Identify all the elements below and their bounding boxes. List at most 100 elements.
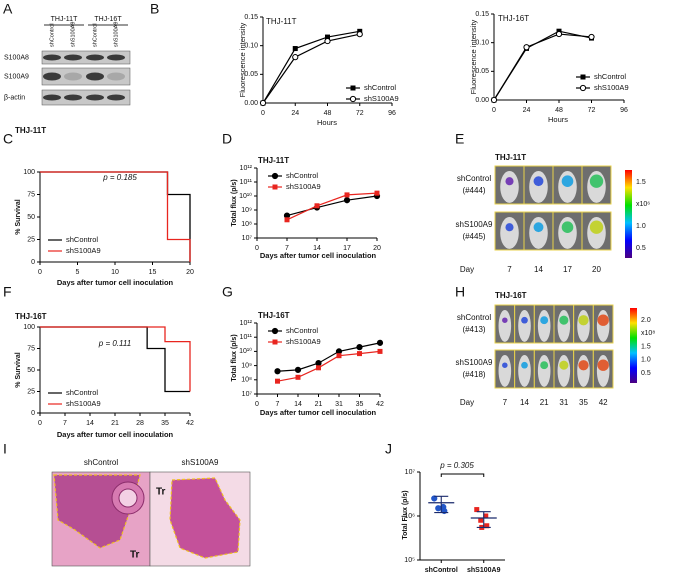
legend-marker bbox=[272, 339, 278, 345]
x-tick-label: 42 bbox=[376, 401, 384, 408]
y-axis-label: % Survival bbox=[15, 352, 22, 387]
y-tick-label: 0.15 bbox=[244, 14, 258, 21]
day: 20 bbox=[592, 265, 601, 274]
mouse bbox=[529, 216, 548, 249]
x-tick-label: 35 bbox=[356, 401, 364, 408]
mouse bbox=[557, 354, 571, 387]
x-tick-label: 96 bbox=[620, 107, 628, 114]
y-tick-label: 0.15 bbox=[475, 11, 489, 18]
y-tick-label: 10¹⁰ bbox=[239, 347, 252, 355]
sem-bar bbox=[476, 511, 491, 528]
signal bbox=[533, 222, 544, 233]
colorbar-label: x10⁸ bbox=[641, 330, 655, 337]
day: 21 bbox=[540, 398, 549, 407]
colorbar-label: 1.0 bbox=[641, 357, 651, 364]
y-tick-label: 0 bbox=[31, 259, 35, 266]
x-tick-label: 5 bbox=[76, 269, 80, 276]
marker bbox=[343, 197, 351, 204]
signal bbox=[559, 360, 569, 370]
signal bbox=[502, 317, 508, 323]
x-tick-label: 72 bbox=[588, 107, 596, 114]
legend-label: shControl bbox=[66, 388, 98, 397]
blot-band bbox=[43, 94, 61, 101]
series-line bbox=[286, 195, 378, 217]
x-tick-label: 48 bbox=[555, 107, 563, 114]
group-label: THJ-16T bbox=[94, 16, 122, 23]
colorbar-label: 1.5 bbox=[636, 179, 646, 186]
marker bbox=[555, 30, 563, 38]
y-axis-label: Total flux (p/s) bbox=[231, 179, 238, 226]
y-axis-label: Fluorescence intensity bbox=[238, 22, 247, 97]
signal bbox=[561, 221, 574, 233]
x-tick-label: shControl bbox=[425, 567, 458, 572]
row-label: β-actin bbox=[4, 94, 25, 101]
imaging-title: THJ-11T bbox=[495, 153, 526, 162]
blot-band bbox=[43, 54, 61, 61]
blot-band bbox=[43, 72, 61, 81]
blot-band bbox=[64, 94, 82, 101]
series-line bbox=[262, 30, 360, 104]
y-tick-label: 10⁸ bbox=[241, 377, 252, 384]
x-tick-label: 28 bbox=[136, 420, 144, 427]
x-tick-label: 0 bbox=[492, 107, 496, 114]
row-label: S100A8 bbox=[4, 54, 29, 61]
marker bbox=[284, 217, 290, 223]
x-tick-label: 0 bbox=[38, 420, 42, 427]
y-tick-label: 0.05 bbox=[475, 68, 489, 75]
x-tick-label: 14 bbox=[294, 401, 302, 408]
series-line bbox=[262, 33, 360, 104]
histology-images bbox=[51, 471, 251, 567]
colorbar-label: 2.0 bbox=[641, 317, 651, 324]
legend-marker bbox=[271, 327, 279, 335]
x-axis-label: Days after tumor cell inoculation bbox=[260, 251, 377, 260]
y-tick-label: 10⁸ bbox=[241, 221, 252, 228]
legend-label: shS100A9 bbox=[364, 94, 399, 103]
panel-letter: G bbox=[222, 284, 233, 300]
legend-label: shControl bbox=[66, 235, 98, 244]
blot-band bbox=[107, 72, 125, 81]
y-tick-label: 10⁹ bbox=[241, 362, 252, 369]
mouse bbox=[498, 354, 512, 387]
chart-title: THJ-16T bbox=[15, 312, 47, 321]
tissue-label: Tr bbox=[156, 487, 166, 498]
y-axis-label: Total Flux (p/s) bbox=[402, 490, 409, 539]
survival-curve bbox=[40, 171, 191, 262]
y-tick-label: 0.00 bbox=[244, 100, 258, 107]
panel-letter: F bbox=[3, 284, 12, 300]
blot-band bbox=[107, 54, 125, 61]
y-tick-label: 100 bbox=[23, 324, 35, 331]
x-axis-label: Days after tumor cell inoculation bbox=[57, 430, 174, 439]
y-tick-label: 0.05 bbox=[244, 71, 258, 78]
x-axis-label: Days after tumor cell inoculation bbox=[260, 408, 377, 417]
y-tick-label: 10⁵ bbox=[404, 557, 415, 564]
lane-label: shS100A9 bbox=[70, 22, 76, 47]
row-label: (#418) bbox=[462, 370, 485, 379]
signal bbox=[578, 315, 589, 326]
x-tick-label: 20 bbox=[373, 245, 381, 252]
x-tick-label: shS100A9 bbox=[467, 567, 501, 572]
tissue-label: Tr bbox=[130, 550, 140, 561]
mouse bbox=[529, 170, 548, 203]
signal bbox=[589, 174, 604, 188]
colorbar-label: x10⁶ bbox=[636, 201, 650, 208]
survival-curve bbox=[40, 326, 190, 393]
y-tick-label: 0.10 bbox=[244, 43, 258, 50]
colorbar-label: 0.5 bbox=[641, 370, 651, 377]
y-tick-label: 75 bbox=[27, 191, 35, 198]
chart-title: THJ-16T bbox=[258, 311, 290, 320]
day-label: Day bbox=[460, 398, 474, 407]
mouse bbox=[518, 354, 531, 387]
colorbar bbox=[625, 170, 632, 258]
legend-label: shS100A9 bbox=[66, 246, 101, 255]
x-tick-label: 21 bbox=[315, 401, 323, 408]
y-tick-label: 0.00 bbox=[475, 97, 489, 104]
y-tick-label: 10¹² bbox=[240, 165, 253, 172]
x-tick-label: 0 bbox=[255, 401, 259, 408]
group-label: THJ-11T bbox=[51, 16, 78, 23]
lane-label: shControl bbox=[49, 23, 55, 47]
signal bbox=[597, 359, 609, 371]
blot-band bbox=[86, 94, 104, 101]
series-line bbox=[493, 33, 592, 101]
y-tick-label: 10¹¹ bbox=[240, 179, 253, 186]
x-tick-label: 17 bbox=[343, 245, 351, 252]
